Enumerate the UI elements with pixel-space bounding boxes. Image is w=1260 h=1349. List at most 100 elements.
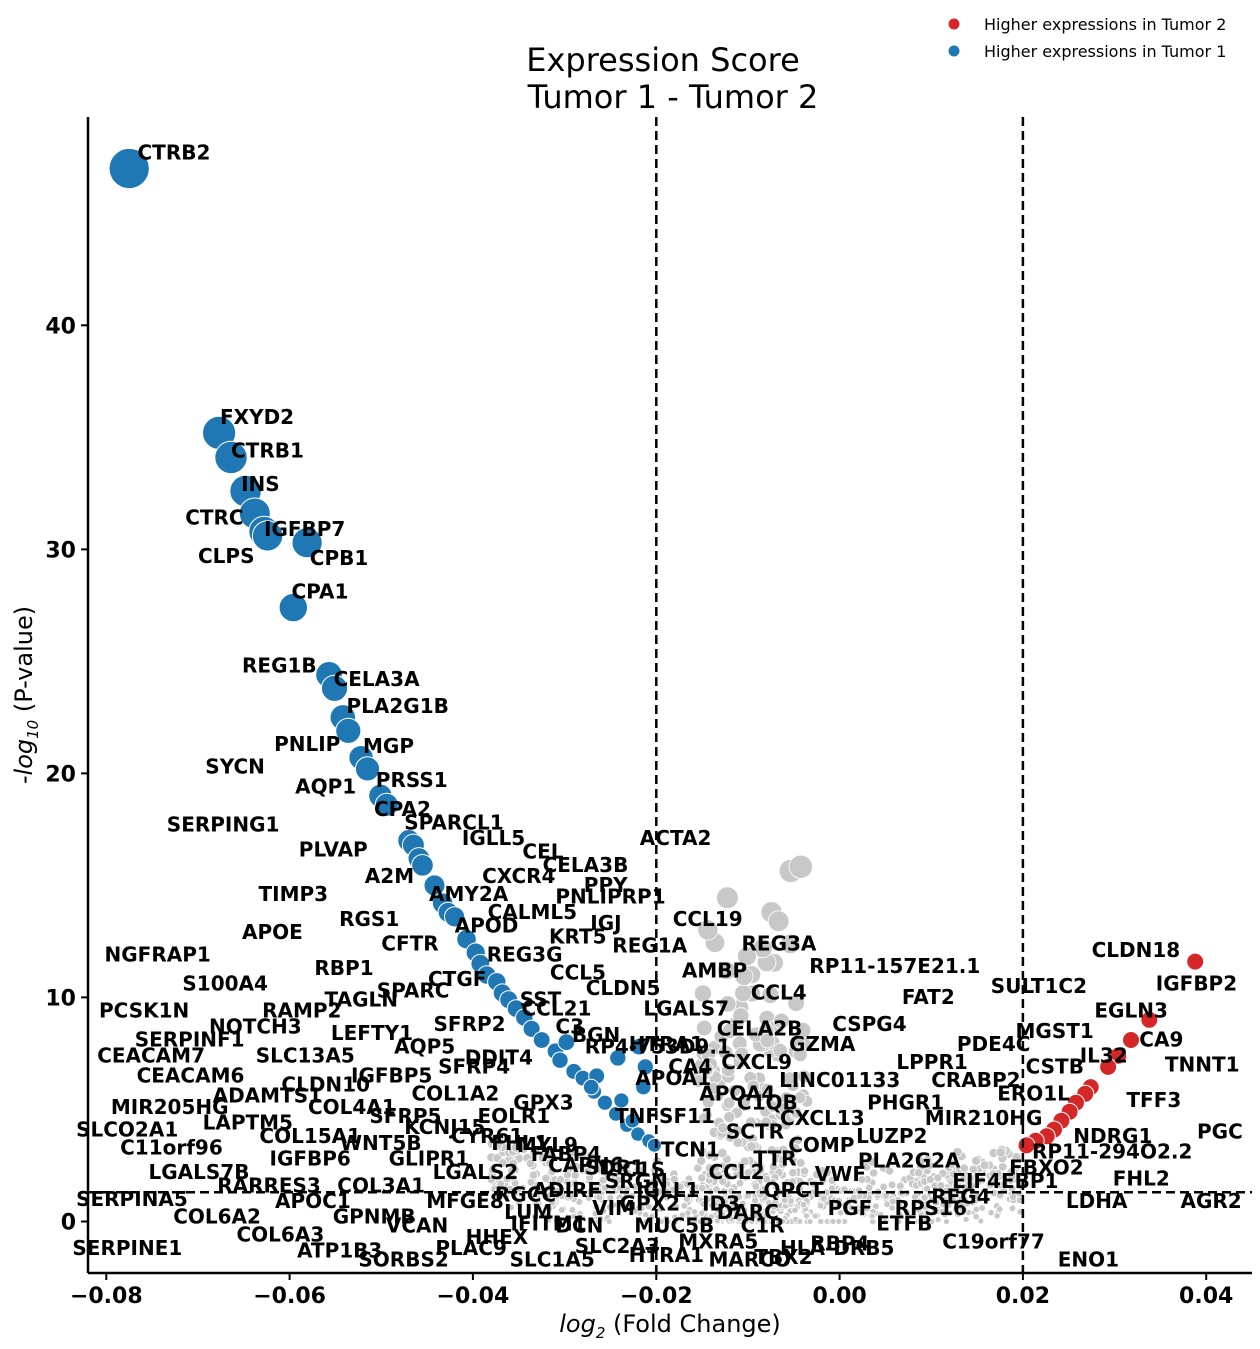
point-nonsignificant (761, 985, 780, 1004)
gene-label: PGC (1197, 1120, 1243, 1144)
gene-label: REG1B (242, 654, 317, 678)
gene-label: IGLL5 (462, 826, 525, 850)
point-nonsignificant (723, 1203, 732, 1211)
gene-label: NGFRAP1 (105, 943, 211, 967)
gene-label: TIMP3 (259, 882, 329, 906)
point-nonsignificant (609, 1201, 618, 1209)
x-tick-label: −0.06 (253, 1284, 326, 1309)
point-nonsignificant (762, 1212, 770, 1220)
point-nonsignificant (867, 1156, 878, 1167)
point-nonsignificant (568, 1206, 577, 1214)
gene-label: MARCO (709, 1247, 791, 1271)
point-nonsignificant (691, 1074, 706, 1088)
point-tumor1 (630, 1037, 648, 1056)
point-nonsignificant (631, 1207, 639, 1215)
point-nonsignificant (552, 1216, 560, 1224)
point-nonsignificant (752, 938, 773, 959)
gene-label: ERO1L (997, 1082, 1070, 1106)
point-nonsignificant (960, 1182, 969, 1192)
point-nonsignificant (525, 1158, 536, 1169)
gene-label: HLA-DRB5 (780, 1236, 894, 1260)
point-nonsignificant (498, 1158, 508, 1168)
gene-label: PDE4C (957, 1032, 1031, 1056)
point-tumor1 (609, 1049, 627, 1067)
point-nonsignificant (923, 1209, 931, 1217)
point-nonsignificant (732, 1207, 740, 1216)
gene-label: C1S (622, 1158, 665, 1182)
point-nonsignificant (734, 967, 754, 986)
y-axis-label: -log10 (P-value) (10, 606, 42, 784)
threshold-lines (88, 117, 1252, 1273)
point-nonsignificant (704, 1163, 715, 1173)
gene-label: FAT2 (902, 985, 955, 1009)
point-nonsignificant (1007, 1172, 1017, 1182)
point-tumor2 (1186, 952, 1205, 971)
point-nonsignificant (769, 1216, 777, 1224)
gene-label: TTR (753, 1147, 796, 1171)
point-nonsignificant (732, 1007, 750, 1025)
point-nonsignificant (642, 1194, 651, 1203)
point-nonsignificant (788, 1168, 798, 1178)
gene-label: CALML5 (488, 900, 577, 924)
point-nonsignificant (1009, 1192, 1018, 1201)
gene-label: TCN1 (661, 1138, 720, 1162)
gene-label: RP11-157E21.1 (809, 954, 980, 978)
point-nonsignificant (809, 1179, 818, 1189)
point-nonsignificant (782, 1071, 797, 1086)
point-tumor1 (214, 440, 248, 475)
point-nonsignificant (541, 1212, 549, 1220)
point-nonsignificant (913, 1168, 924, 1178)
point-tumor1 (320, 674, 349, 702)
gene-label: IGFBP5 (351, 1064, 432, 1088)
gene-label: SERPING1 (167, 813, 280, 837)
point-nonsignificant (698, 1209, 706, 1217)
point-nonsignificant (616, 1199, 625, 1207)
gene-label: TBX2 (754, 1245, 812, 1269)
point-nonsignificant (869, 1168, 879, 1178)
gene-label: GPX2 (620, 1191, 680, 1215)
gene-label: DCN (555, 1214, 603, 1238)
gene-label: COL4A1 (308, 1095, 396, 1119)
point-nonsignificant (932, 1198, 940, 1207)
point-nonsignificant (1008, 1204, 1017, 1212)
point-nonsignificant (881, 1218, 889, 1225)
point-nonsignificant (740, 1206, 749, 1215)
gene-label: ATP1B3 (297, 1238, 382, 1262)
x-tick-label: −0.08 (70, 1284, 143, 1309)
x-tick-label: 0.02 (996, 1284, 1050, 1309)
gene-label: CRABP2 (931, 1068, 1020, 1092)
point-tumor1 (630, 1126, 646, 1142)
point-nonsignificant (597, 1215, 605, 1223)
point-nonsignificant (968, 1164, 979, 1175)
gene-label: SPARC (377, 978, 450, 1002)
gene-label: PRSS1 (376, 768, 448, 792)
gene-label: SPARCL1 (404, 810, 503, 834)
point-nonsignificant (697, 1112, 710, 1125)
point-nonsignificant (630, 1182, 640, 1192)
gene-label: MIR210HG (925, 1106, 1043, 1130)
point-tumor1 (444, 906, 466, 928)
gene-label: COL3A1 (337, 1173, 425, 1197)
point-nonsignificant (925, 1175, 935, 1184)
point-nonsignificant (622, 1168, 633, 1178)
gene-label: RPS16 (895, 1196, 967, 1220)
gene-labels: CTRB2 FXYD2 CTRB1 INS CTRC IGFBP7 CLPS CPB1 CPA1… (72, 141, 1242, 1272)
gene-label: LGALS2 (433, 1160, 519, 1184)
point-nonsignificant (887, 1180, 897, 1190)
point-nonsignificant (537, 1153, 548, 1164)
gene-label: PLAC9 (435, 1236, 506, 1260)
gene-label: SERPINE1 (72, 1236, 182, 1260)
point-tumor2 (1109, 1046, 1128, 1065)
x-tick-label: −0.02 (620, 1284, 693, 1309)
point-nonsignificant (987, 1209, 995, 1217)
point-nonsignificant (721, 1022, 739, 1039)
gene-label: IGFBP7 (264, 517, 345, 541)
point-nonsignificant (978, 1204, 986, 1212)
point-nonsignificant (556, 1175, 565, 1184)
point-nonsignificant (541, 1173, 551, 1183)
point-nonsignificant (760, 1116, 772, 1129)
point-nonsignificant (811, 1212, 819, 1220)
point-nonsignificant (739, 1156, 750, 1167)
gene-label: CLDN18 (1092, 938, 1181, 962)
gene-label: CYR61 (451, 1124, 523, 1148)
